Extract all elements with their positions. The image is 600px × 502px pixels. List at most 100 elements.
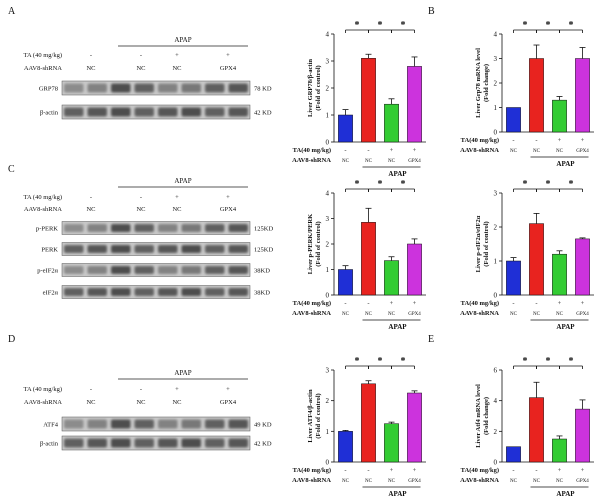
y-axis-label: Liver GRP78/β-actin(Fold of control) [307, 59, 322, 117]
y-tick-label: 3 [326, 58, 330, 66]
shrna-value: GPX4 [408, 159, 421, 164]
blot-band [228, 419, 248, 429]
significance-star: * [523, 356, 528, 367]
ta-value: - [344, 300, 346, 307]
condition-value: - [140, 52, 142, 59]
blot-band [111, 245, 131, 253]
panel-label-a: A [8, 6, 16, 17]
band-size-label: 78 KD [254, 86, 272, 93]
condition-value: - [140, 194, 142, 201]
bar [552, 99, 567, 133]
shrna-value: NC [556, 479, 564, 484]
band-size-label: 38KD [254, 268, 270, 275]
significance-star: * [523, 20, 528, 31]
bar [552, 438, 567, 463]
y-tick-label: 0 [326, 292, 330, 300]
blot-band [228, 224, 248, 232]
blot-band [181, 288, 201, 296]
panel-label-b: B [428, 6, 435, 17]
shrna-value: NC [510, 479, 518, 484]
panel-labels: A B C D E [8, 6, 435, 345]
blot-band [181, 419, 201, 429]
bar [529, 223, 544, 296]
condition-value: + [226, 194, 230, 201]
blot-band [64, 107, 84, 117]
band-size-label: 125KD [254, 247, 273, 254]
blot-band [228, 107, 248, 117]
y-tick-label: 1 [494, 258, 498, 266]
blot-band [205, 245, 225, 253]
y-axis-label: Liver Atf4 mRNA level(Fold change) [475, 384, 490, 448]
blot-band [87, 419, 107, 429]
bar [529, 397, 544, 463]
shrna-value: NC [365, 312, 373, 317]
ta-row-label: TA(40 mg/kg) [461, 467, 499, 474]
condition-value: NC [172, 206, 181, 213]
condition-value: NC [136, 65, 145, 72]
blot-band [111, 419, 131, 429]
shrna-row-label: AAV8-shRNA [460, 477, 499, 484]
y-tick-label: 1 [326, 266, 330, 274]
apap-label: APAP [556, 490, 575, 498]
shrna-value: NC [342, 312, 350, 317]
ta-value: - [344, 467, 346, 474]
ta-value: - [367, 147, 369, 154]
shrna-value: NC [365, 159, 373, 164]
blot-band [134, 107, 154, 117]
condition-row-label: AAV8-shRNA [24, 399, 62, 406]
bar [384, 260, 399, 296]
shrna-value: NC [533, 479, 541, 484]
blot-panel-c: APAP TA (40 mg/kg) - - + + AAV8-shRNA NC NC NC GPX… [24, 177, 273, 299]
shrna-row-label: AAV8-shRNA [460, 147, 499, 154]
bar [338, 114, 353, 143]
bar [338, 269, 353, 296]
blot-band [158, 266, 178, 274]
panel-label-c: C [8, 164, 15, 175]
blot-band [111, 107, 131, 117]
blot-band [205, 438, 225, 448]
blot-strip [61, 263, 251, 277]
blot-band [134, 245, 154, 253]
blot-band [181, 83, 201, 93]
significance-star: * [401, 20, 406, 31]
y-tick-label: 4 [326, 31, 330, 39]
significance-star: * [569, 356, 574, 367]
bar [575, 238, 590, 296]
bar-chart-a-bar: 0 1 2 3 4 Liver GRP78/β-actin(Fold of control… [292, 20, 426, 178]
blot-band [64, 438, 84, 448]
ta-row-label: TA(40 mg/kg) [461, 300, 499, 307]
condition-value: NC [86, 65, 95, 72]
blot-band [158, 107, 178, 117]
y-tick-label: 3 [326, 215, 330, 223]
condition-row-label: TA (40 mg/kg) [24, 386, 62, 393]
condition-value: + [226, 52, 230, 59]
significance-star: * [401, 356, 406, 367]
ta-value: - [344, 147, 346, 154]
blot-strip [61, 221, 251, 235]
bar [506, 446, 521, 463]
ta-value: + [413, 300, 417, 307]
ta-value: + [581, 300, 585, 307]
shrna-value: GPX4 [576, 312, 589, 317]
ta-value: - [512, 467, 514, 474]
band-size-label: 42 KD [254, 441, 272, 448]
bar [361, 58, 376, 143]
blot-band [87, 245, 107, 253]
significance-star: * [378, 356, 383, 367]
blot-band [158, 288, 178, 296]
ta-row-label: TA(40 mg/kg) [293, 147, 331, 154]
blot-band [64, 288, 84, 296]
blot-band [111, 288, 131, 296]
blot-membrane [61, 221, 251, 235]
blot-band [158, 83, 178, 93]
blot-band [181, 245, 201, 253]
ta-value: + [581, 137, 585, 144]
significance-star: * [546, 356, 551, 367]
shrna-value: NC [556, 149, 564, 154]
y-tick-label: 1 [494, 104, 498, 112]
y-tick-label: 2 [326, 397, 330, 405]
y-tick-label: 3 [494, 55, 498, 63]
ta-value: - [367, 467, 369, 474]
blot-band [158, 245, 178, 253]
